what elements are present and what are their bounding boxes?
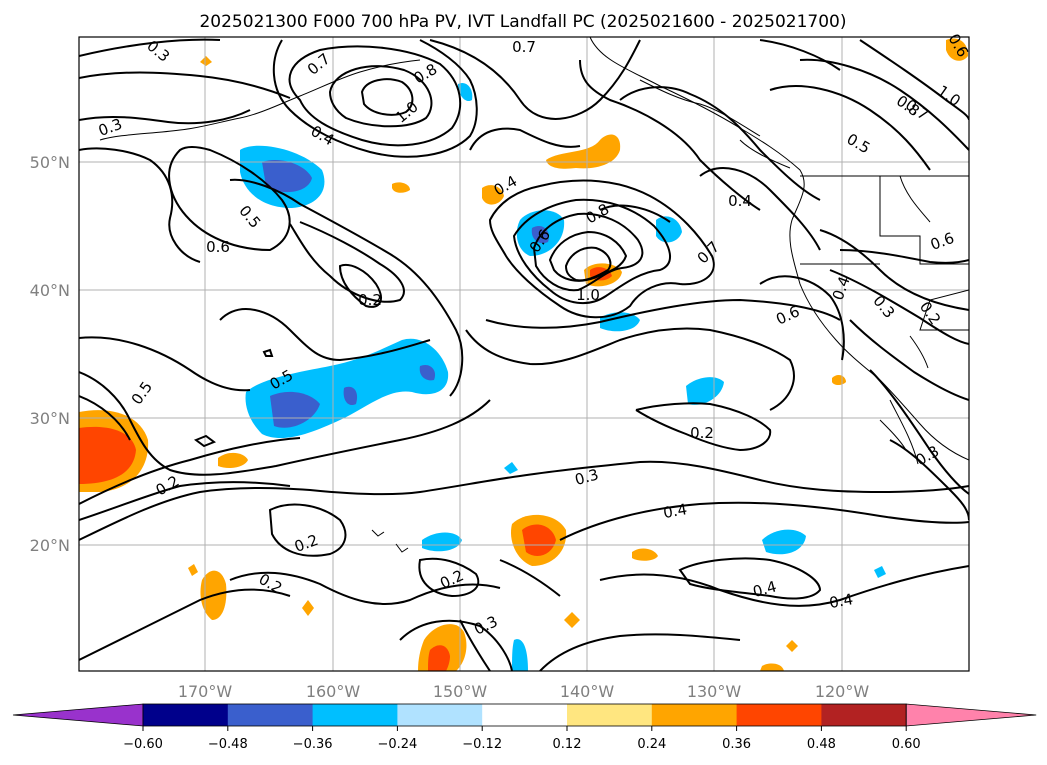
pv-contours <box>79 38 969 671</box>
map-frame <box>78 36 970 672</box>
lat-label: 30°N <box>30 409 70 428</box>
colorbar-extend-min <box>12 703 144 727</box>
positive-anomaly-7 <box>218 452 248 468</box>
negative-anomaly-2 <box>245 338 449 439</box>
positive-anomaly-5 <box>482 185 504 205</box>
colorbar-segment <box>312 704 398 726</box>
lon-label: 130°W <box>687 682 742 701</box>
contour-label: 1.0 <box>576 286 600 304</box>
contour-label: 0.4 <box>728 192 752 210</box>
negative-anomaly-1 <box>240 145 325 208</box>
positive-anomaly-12 <box>760 663 784 671</box>
colorbar-tick-label: −0.48 <box>208 737 248 752</box>
lat-label: 20°N <box>30 536 70 555</box>
colorbar-ticks: −0.60 −0.48 −0.36 −0.24 −0.12 0.12 0.24 0.36 0.4… <box>123 726 921 752</box>
contour-label: 0.7 <box>512 38 536 56</box>
colorbar-segment <box>482 704 568 726</box>
negative-anomaly-11 <box>504 462 518 474</box>
colorbar-segment <box>397 704 483 726</box>
lat-label: 40°N <box>30 281 70 300</box>
negative-anomaly-9 <box>762 529 806 555</box>
contour-label: 0.6 <box>206 238 230 256</box>
map-background <box>79 37 969 671</box>
positive-anomaly-17 <box>786 640 798 652</box>
map-panel: 0.3 0.7 0.8 1.0 0.7 0.8 0.3 0.4 0.7 1.0 … <box>78 31 972 672</box>
coastlines <box>99 37 969 553</box>
positive-anomaly-18 <box>188 564 198 576</box>
positive-anomaly-13 <box>564 612 580 628</box>
lon-label: 170°W <box>178 682 233 701</box>
colorbar-segment <box>736 704 822 726</box>
colorbar-extend-max <box>905 703 1037 727</box>
shaded-fields <box>79 38 968 671</box>
colorbar-tick-label: 0.48 <box>807 737 836 752</box>
contour-label: 0.3 <box>573 465 601 489</box>
lon-label: 160°W <box>306 682 361 701</box>
colorbar-segment <box>227 704 314 726</box>
figure-title: 2025021300 F000 700 hPa PV, IVT Landfall… <box>199 12 846 32</box>
positive-anomaly-9 <box>418 624 467 671</box>
colorbar <box>12 703 1037 727</box>
positive-anomaly-1 <box>79 410 149 492</box>
colorbar-tick-label: −0.12 <box>462 737 502 752</box>
colorbar-tick-label: −0.36 <box>293 737 333 752</box>
positive-anomaly-6 <box>392 182 410 193</box>
colorbar-segment <box>651 704 738 726</box>
negative-anomaly-8 <box>422 532 462 552</box>
lat-label: 50°N <box>30 153 70 172</box>
positive-anomaly-10 <box>632 548 658 561</box>
colorbar-tick-label: −0.60 <box>123 737 163 752</box>
positive-anomaly-4 <box>546 134 621 169</box>
colorbar-tick-label: 0.24 <box>637 737 666 752</box>
latitude-labels: 50°N 40°N 30°N 20°N <box>30 153 70 555</box>
colorbar-segment <box>143 704 229 726</box>
negative-anomaly-12 <box>874 566 886 578</box>
colorbar-tick-label: 0.60 <box>892 737 921 752</box>
negative-anomaly-7 <box>458 82 473 102</box>
contour-label: 0.4 <box>828 590 855 612</box>
contour-label: 0.4 <box>751 577 779 601</box>
colorbar-tick-label: 0.36 <box>722 737 751 752</box>
positive-anomaly-16 <box>200 56 212 66</box>
colorbar-tick-label: −0.24 <box>377 737 417 752</box>
lon-label: 120°W <box>815 682 870 701</box>
positive-anomaly-11 <box>946 38 968 61</box>
contour-label: 0.2 <box>358 291 382 309</box>
lon-label: 140°W <box>560 682 615 701</box>
colorbar-segment <box>567 704 653 726</box>
longitude-labels: 170°W 160°W 150°W 140°W 130°W 120°W <box>178 682 870 701</box>
negative-anomaly-5 <box>600 312 640 332</box>
positive-anomaly-2 <box>510 514 567 566</box>
contour-label: 0.2 <box>690 424 714 442</box>
lon-label: 150°W <box>433 682 488 701</box>
colorbar-frame <box>142 703 907 727</box>
positive-anomaly-14 <box>302 600 314 616</box>
colorbar-tick-label: 0.12 <box>553 737 582 752</box>
colorbar-segment <box>821 704 907 726</box>
negative-anomaly-10 <box>512 639 528 671</box>
contour-label: 0.4 <box>662 500 689 522</box>
